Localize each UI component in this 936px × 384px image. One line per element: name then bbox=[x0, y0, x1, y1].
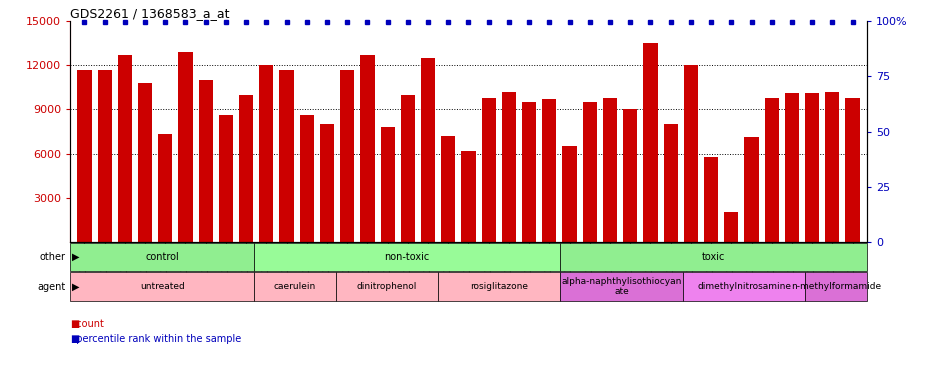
Bar bbox=[724, 212, 738, 242]
Bar bbox=[158, 134, 172, 242]
Bar bbox=[602, 98, 617, 242]
Bar bbox=[300, 115, 314, 242]
Bar bbox=[138, 83, 152, 242]
Text: rosiglitazone: rosiglitazone bbox=[470, 282, 528, 291]
Text: percentile rank within the sample: percentile rank within the sample bbox=[70, 334, 241, 344]
Text: agent: agent bbox=[37, 281, 66, 292]
Bar bbox=[743, 137, 758, 242]
Text: dimethylnitrosamine: dimethylnitrosamine bbox=[696, 282, 790, 291]
Text: GDS2261 / 1368583_a_at: GDS2261 / 1368583_a_at bbox=[70, 7, 229, 20]
Bar bbox=[481, 98, 495, 242]
Bar bbox=[340, 70, 354, 242]
Bar bbox=[78, 70, 92, 242]
Bar bbox=[319, 124, 334, 242]
Bar bbox=[682, 272, 805, 301]
Bar bbox=[380, 127, 394, 242]
Bar bbox=[804, 93, 818, 242]
Bar bbox=[219, 115, 233, 242]
Bar bbox=[97, 70, 111, 242]
Bar bbox=[335, 272, 437, 301]
Text: untreated: untreated bbox=[139, 282, 184, 291]
Text: ■: ■ bbox=[70, 319, 80, 329]
Text: dinitrophenol: dinitrophenol bbox=[357, 282, 417, 291]
Bar bbox=[420, 58, 434, 242]
Bar bbox=[254, 243, 560, 271]
Bar bbox=[437, 272, 560, 301]
Bar bbox=[622, 109, 636, 242]
Bar bbox=[560, 243, 866, 271]
Bar bbox=[764, 98, 778, 242]
Bar bbox=[805, 272, 866, 301]
Bar bbox=[560, 272, 682, 301]
Bar bbox=[683, 65, 697, 242]
Bar bbox=[643, 43, 657, 242]
Bar bbox=[254, 272, 335, 301]
Bar bbox=[259, 65, 273, 242]
Bar bbox=[825, 92, 839, 242]
Text: ▶: ▶ bbox=[72, 252, 80, 262]
Text: count: count bbox=[70, 319, 104, 329]
Bar bbox=[70, 243, 254, 271]
Bar bbox=[502, 92, 516, 242]
Bar bbox=[461, 151, 475, 242]
Bar bbox=[521, 102, 535, 242]
Bar bbox=[279, 70, 293, 242]
Bar bbox=[562, 146, 576, 242]
Bar bbox=[441, 136, 455, 242]
Bar bbox=[844, 98, 858, 242]
Bar bbox=[542, 99, 556, 242]
Text: caerulein: caerulein bbox=[273, 282, 315, 291]
Text: toxic: toxic bbox=[701, 252, 724, 262]
Bar bbox=[582, 102, 596, 242]
Bar bbox=[239, 95, 253, 242]
Text: n-methylformamide: n-methylformamide bbox=[790, 282, 880, 291]
Bar bbox=[360, 55, 374, 242]
Bar bbox=[663, 124, 677, 242]
Text: ■: ■ bbox=[70, 334, 80, 344]
Bar bbox=[178, 52, 193, 242]
Bar bbox=[70, 272, 254, 301]
Bar bbox=[401, 95, 415, 242]
Bar bbox=[703, 157, 717, 242]
Text: non-toxic: non-toxic bbox=[384, 252, 430, 262]
Text: control: control bbox=[145, 252, 179, 262]
Bar bbox=[118, 55, 132, 242]
Bar bbox=[198, 80, 212, 242]
Bar bbox=[784, 93, 798, 242]
Text: other: other bbox=[39, 252, 66, 262]
Text: alpha-naphthylisothiocyan
ate: alpha-naphthylisothiocyan ate bbox=[561, 277, 681, 296]
Text: ▶: ▶ bbox=[72, 281, 80, 292]
